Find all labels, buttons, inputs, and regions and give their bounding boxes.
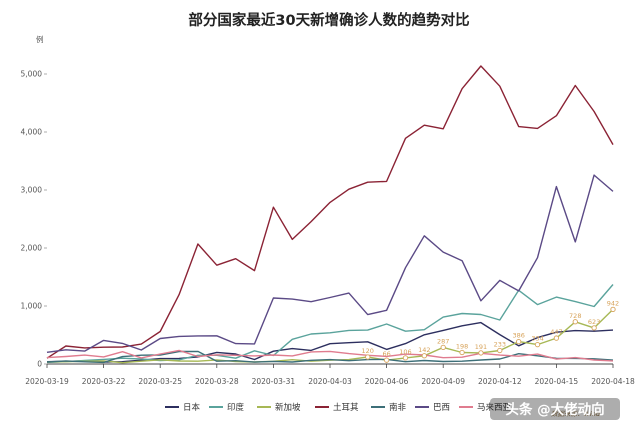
data-point-marker bbox=[478, 350, 484, 356]
data-label: 287 bbox=[437, 337, 449, 345]
y-axis: 0 1,000 2,000 3,000 4,000 5,000 bbox=[21, 70, 47, 369]
data-point-marker bbox=[459, 349, 465, 356]
series-line bbox=[46, 174, 614, 353]
y-tick-label: 5,000 bbox=[21, 70, 43, 79]
x-tick-label: 2020-03-31 bbox=[252, 377, 296, 386]
x-tick-label: 2020-03-19 bbox=[25, 377, 69, 386]
series-line bbox=[46, 349, 614, 362]
watermark-text: 头条 @大佬动向 bbox=[505, 401, 604, 418]
series-line bbox=[46, 321, 614, 363]
y-tick-label: 2,000 bbox=[21, 244, 43, 253]
data-label: 142 bbox=[418, 346, 430, 354]
data-label: 623 bbox=[588, 318, 600, 326]
data-point-marker bbox=[516, 338, 522, 345]
data-label: 728 bbox=[569, 312, 581, 320]
y-axis-unit: 例 bbox=[36, 34, 44, 44]
data-label: 386 bbox=[512, 332, 524, 340]
data-label: 198 bbox=[456, 343, 468, 351]
data-label: 447 bbox=[550, 328, 562, 336]
data-label: 120 bbox=[362, 347, 374, 355]
legend-label: 日本 bbox=[183, 402, 201, 413]
data-point-marker bbox=[553, 335, 560, 341]
x-tick-label: 2020-04-18 bbox=[591, 377, 635, 386]
legend-label: 印度 bbox=[227, 402, 245, 413]
watermark-backdrop bbox=[490, 398, 620, 420]
x-tick-label: 2020-04-06 bbox=[365, 377, 409, 386]
y-tick-label: 4,000 bbox=[21, 128, 43, 137]
legend-label: 巴西 bbox=[433, 403, 450, 413]
legend-label: 马来西亚 bbox=[477, 403, 512, 413]
legend-label: 新加坡 bbox=[275, 402, 301, 413]
x-tick-label: 2020-03-25 bbox=[138, 377, 182, 386]
x-tick-label: 2020-03-22 bbox=[82, 377, 126, 386]
legend-label: 土耳其 bbox=[333, 402, 359, 413]
data-point-marker bbox=[610, 306, 616, 313]
source-note: 数据来源：Wind bbox=[551, 410, 601, 418]
x-axis: 2020-03-19 2020-03-22 2020-03-25 2020-03-28… bbox=[25, 363, 635, 386]
data-label: 66 bbox=[382, 350, 390, 358]
data-label: 106 bbox=[399, 348, 411, 356]
legend: 日本 印度 新加坡 土耳其 南非 巴西 马来西亚 bbox=[165, 402, 512, 413]
chart-title: 部分国家最近30天新增确诊人数的趋势对比 bbox=[188, 11, 469, 29]
data-label: 233 bbox=[494, 340, 506, 348]
data-point-marker bbox=[402, 355, 409, 361]
data-point-marker bbox=[534, 341, 541, 348]
watermark: 头条 @大佬动向 bbox=[490, 398, 620, 420]
data-point-marker bbox=[383, 357, 390, 363]
y-tick-label: 1,000 bbox=[21, 302, 43, 311]
x-tick-label: 2020-04-15 bbox=[535, 377, 579, 386]
y-tick-label: 3,000 bbox=[21, 186, 43, 195]
data-point-marker bbox=[365, 354, 371, 360]
x-tick-label: 2020-04-09 bbox=[421, 377, 465, 386]
data-label: 191 bbox=[475, 343, 487, 351]
series-line bbox=[46, 350, 614, 364]
data-label: 942 bbox=[607, 299, 619, 307]
data-point-marker bbox=[440, 344, 446, 351]
data-point-marker bbox=[497, 347, 503, 354]
legend-label: 南非 bbox=[389, 402, 407, 413]
x-tick-label: 2020-04-03 bbox=[308, 377, 352, 386]
series-line bbox=[46, 284, 614, 363]
data-point-marker bbox=[572, 319, 578, 325]
y-tick-label: 0 bbox=[37, 360, 42, 369]
data-label: 334 bbox=[531, 335, 543, 343]
data-labels: 120 66 106 142 287 198 191 233 386 334 447 728 623 94… bbox=[362, 299, 619, 363]
series-lines bbox=[46, 65, 614, 364]
series-line bbox=[46, 65, 614, 359]
data-point-marker bbox=[591, 325, 597, 331]
x-tick-label: 2020-04-12 bbox=[478, 377, 522, 386]
x-tick-label: 2020-03-28 bbox=[195, 377, 239, 386]
data-point-marker bbox=[421, 353, 427, 359]
